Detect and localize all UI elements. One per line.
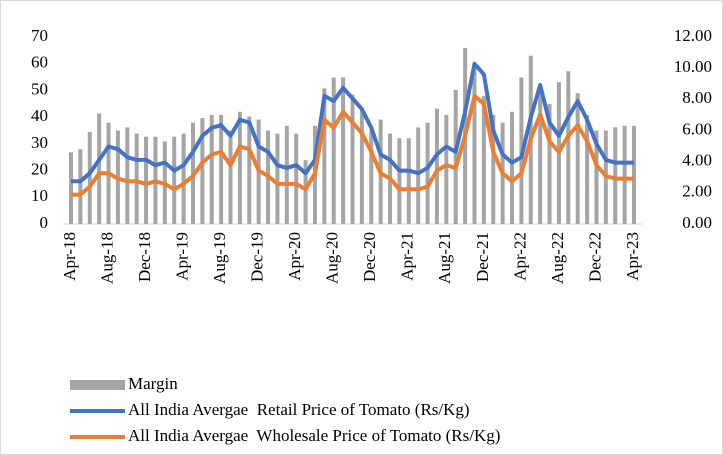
line xyxy=(71,93,634,197)
y2-tick-label: 4.00 xyxy=(682,151,712,170)
bar xyxy=(397,138,402,224)
bar xyxy=(294,133,299,224)
x-tick-label: Apr-19 xyxy=(173,232,192,281)
bar xyxy=(341,77,346,225)
bar xyxy=(453,89,458,224)
bar xyxy=(359,110,364,224)
bar xyxy=(585,114,590,224)
bar xyxy=(247,116,252,224)
y-tick-label: 60 xyxy=(31,53,48,72)
bar xyxy=(406,138,411,224)
x-tick-label: Dec-22 xyxy=(585,232,604,282)
bar xyxy=(284,125,289,224)
bar xyxy=(444,114,449,224)
x-tick-label: Aug-19 xyxy=(210,232,229,284)
bar xyxy=(87,132,92,224)
y2-tick-label: 6.00 xyxy=(682,119,712,138)
x-tick-label: Aug-20 xyxy=(323,232,342,284)
bar xyxy=(69,152,73,224)
bar xyxy=(547,104,552,224)
x-tick-label: Aug-21 xyxy=(435,232,454,284)
bar xyxy=(481,96,486,224)
bar xyxy=(538,89,543,224)
x-tick-label: Dec-21 xyxy=(473,232,492,282)
bar xyxy=(491,114,496,224)
bar xyxy=(181,133,186,224)
y-tick-label: 20 xyxy=(31,159,48,178)
bar xyxy=(566,71,571,225)
legend-label: All India Avergae Wholesale Price of Tom… xyxy=(128,426,500,445)
bar xyxy=(237,111,242,224)
bar xyxy=(434,108,439,224)
y2-tick-label: 8.00 xyxy=(682,88,712,107)
y-tick-label: 30 xyxy=(31,133,48,152)
line xyxy=(71,61,634,184)
y-tick-label: 40 xyxy=(31,106,48,125)
x-tick-label: Apr-23 xyxy=(623,232,642,281)
y-tick-label: 50 xyxy=(31,79,48,98)
bar xyxy=(125,127,130,224)
bar xyxy=(322,88,327,224)
bar xyxy=(275,133,280,224)
x-tick-label: Apr-20 xyxy=(285,232,304,281)
y-tick-label: 70 xyxy=(31,26,48,45)
bar xyxy=(331,77,336,225)
bar xyxy=(228,130,233,224)
legend-label: Margin xyxy=(128,374,178,393)
bar xyxy=(209,114,214,224)
x-tick-label: Dec-19 xyxy=(248,232,267,282)
bar xyxy=(622,125,627,224)
bar xyxy=(594,130,599,224)
bar xyxy=(200,118,205,224)
x-tick-label: Dec-18 xyxy=(135,232,154,282)
bar xyxy=(369,130,374,224)
y-tick-label: 10 xyxy=(31,186,48,205)
y2-tick-label: 10.00 xyxy=(674,57,712,76)
y2-tick-label: 12.00 xyxy=(674,26,712,45)
bar xyxy=(78,149,83,224)
x-tick-label: Aug-18 xyxy=(97,232,116,284)
x-tick-label: Dec-20 xyxy=(360,232,379,282)
bar xyxy=(613,127,618,224)
x-tick-label: Apr-22 xyxy=(510,232,529,281)
legend-swatch xyxy=(70,380,125,390)
bar xyxy=(472,63,477,224)
bar xyxy=(416,127,421,224)
bar xyxy=(632,125,636,224)
bar xyxy=(134,133,139,224)
bar xyxy=(425,122,430,224)
x-tick-label: Aug-22 xyxy=(548,232,567,284)
bar xyxy=(97,113,102,224)
bar xyxy=(219,114,224,224)
y2-tick-label: 0.00 xyxy=(682,213,712,232)
legend-label: All India Avergae Retail Price of Tomato… xyxy=(128,400,470,419)
bar xyxy=(510,111,515,224)
y-tick-label: 0 xyxy=(40,213,49,232)
bar xyxy=(575,93,580,224)
bar xyxy=(144,136,149,224)
bar xyxy=(350,94,355,225)
bar xyxy=(172,136,177,224)
y2-tick-label: 2.00 xyxy=(682,182,712,201)
x-tick-label: Apr-18 xyxy=(60,232,79,281)
x-tick-label: Apr-21 xyxy=(398,232,417,281)
bar xyxy=(303,160,308,224)
